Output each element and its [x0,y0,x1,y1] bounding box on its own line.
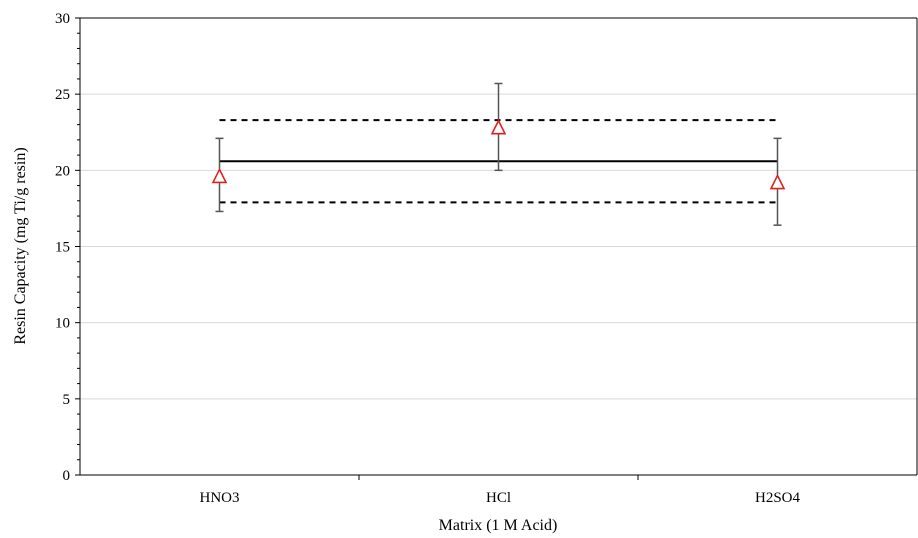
x-tick-label: HNO3 [200,490,240,506]
y-axis-title: Resin Capacity (mg Ti/g resin) [12,147,29,344]
y-ticks: 0 5 10 15 20 25 30 [55,11,80,484]
x-tick-label: H2SO4 [755,490,801,506]
y-tick-label: 20 [55,163,70,179]
y-tick-label: 5 [63,392,71,408]
x-axis-title: Matrix (1 M Acid) [439,517,558,534]
data-points [211,118,786,190]
y-tick-label: 25 [55,87,70,103]
x-ticks: HNO3 HCl H2SO4 [200,475,801,506]
y-tick-label: 10 [55,316,70,332]
data-point [211,167,228,184]
x-tick-label: HCl [486,490,511,506]
y-tick-label: 0 [63,468,71,484]
data-point [490,118,507,135]
data-point [769,173,786,190]
y-tick-label: 15 [55,240,70,256]
y-tick-label: 30 [55,11,70,27]
